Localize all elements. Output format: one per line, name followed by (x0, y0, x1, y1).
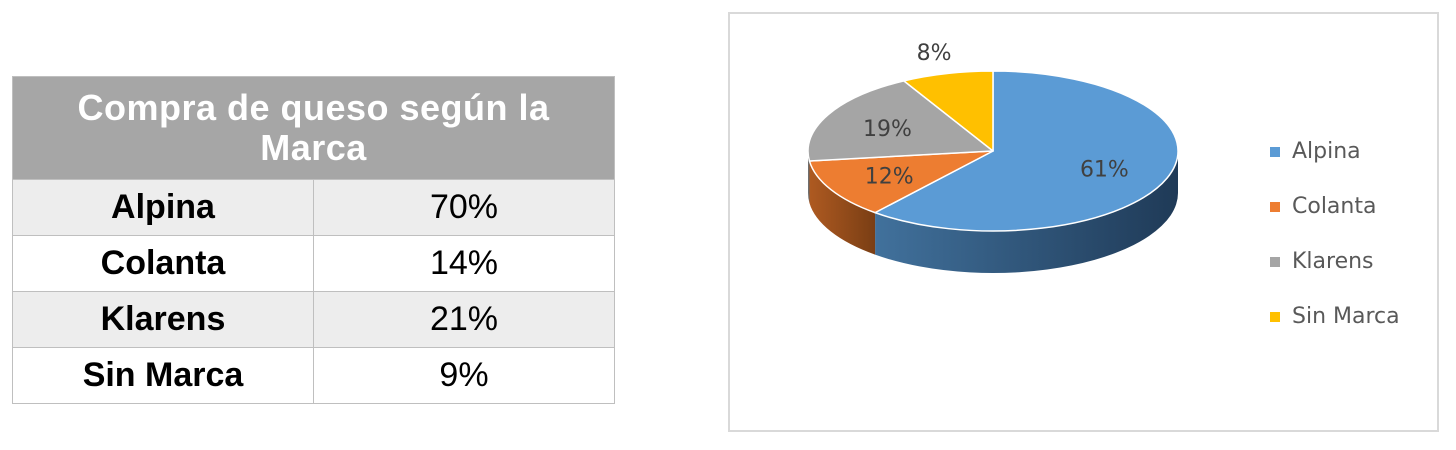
table-cell-brand: Colanta (12, 235, 314, 292)
table-cell-brand: Klarens (12, 291, 314, 348)
table-cell-value: 70% (313, 179, 615, 236)
legend-swatch-colanta (1270, 201, 1280, 212)
table-row: Klarens 21% (12, 291, 615, 348)
table-cell-brand: Alpina (12, 179, 314, 236)
pie-slice-colanta (808, 150, 994, 214)
brand-percentage-table: Compra de queso según la Marca Alpina 70… (12, 76, 615, 404)
pie-chart: 61% 12% 19% 8% (807, 41, 1179, 273)
table-title: Compra de queso según la Marca (12, 76, 615, 180)
legend-item: Alpina (1270, 124, 1400, 179)
pie-side-alpina (875, 151, 1178, 273)
table-row: Colanta 14% (12, 235, 615, 292)
chart-legend: Alpina Colanta Klarens Sin Marca (1270, 124, 1400, 344)
legend-swatch-alpina (1270, 146, 1280, 157)
pie-slice-klarens (807, 80, 994, 162)
legend-item: Colanta (1270, 179, 1400, 234)
pie-slice-alpina (874, 70, 1179, 232)
pie-slice-sin-marca (903, 70, 994, 152)
pie-label-alpina: 61% (1080, 157, 1129, 182)
legend-swatch-klarens (1270, 256, 1280, 267)
pie-side-klarens (808, 151, 810, 204)
pie-side-colanta (809, 161, 876, 255)
legend-label: Alpina (1292, 139, 1361, 164)
table-row: Sin Marca 9% (12, 347, 615, 404)
table-cell-value: 21% (313, 291, 615, 348)
legend-label: Colanta (1292, 194, 1377, 219)
table-cell-value: 9% (313, 347, 615, 404)
pie-label-klarens: 19% (863, 117, 912, 142)
table-cell-value: 14% (313, 235, 615, 292)
legend-item: Sin Marca (1270, 289, 1400, 344)
table-header-row: Compra de queso según la Marca (12, 76, 615, 180)
pie-label-colanta: 12% (865, 165, 914, 190)
legend-item: Klarens (1270, 234, 1400, 289)
table-cell-brand: Sin Marca (12, 347, 314, 404)
legend-label: Sin Marca (1292, 304, 1400, 329)
pie-chart-frame: 61% 12% 19% 8% Alpina Colanta Klarens Sin M… (728, 12, 1439, 432)
legend-label: Klarens (1292, 249, 1374, 274)
pie-label-sin-marca: 8% (917, 41, 952, 66)
legend-swatch-sin-marca (1270, 311, 1280, 322)
table-row: Alpina 70% (12, 179, 615, 236)
